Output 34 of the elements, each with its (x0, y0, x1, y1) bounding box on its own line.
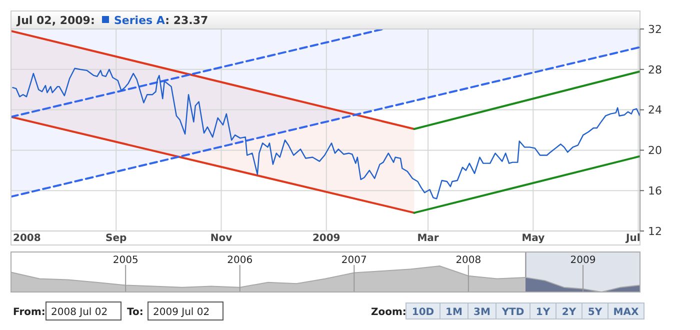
x-tick-label: Sep (106, 233, 127, 244)
legend-title: Jul 02, 2009: (16, 14, 95, 27)
x-tick-label: 2007 (341, 255, 367, 266)
zoom-button: YTD (496, 302, 530, 320)
x-tick-label: Mar (417, 233, 439, 244)
x-tick-label: 2008 (456, 255, 482, 266)
zoom-button: 10D (406, 302, 440, 320)
x-tick-label: 2005 (112, 255, 138, 266)
text: From: (13, 307, 46, 318)
y-tick-label: 24 (648, 104, 662, 117)
zoom-button: 1Y (530, 302, 556, 320)
zoom-button: 2Y (556, 302, 582, 320)
x-tick-label: 2009 (570, 255, 596, 266)
text: : 23.37 (165, 14, 208, 27)
y-tick-label: 16 (648, 184, 662, 198)
zoom-button: 5Y (582, 302, 608, 320)
zoom-button: MAX (608, 302, 644, 320)
y-tick-label: 20 (648, 144, 662, 158)
y-tick-label: 12 (648, 224, 662, 238)
zoom-button: 3M (468, 302, 496, 320)
x-tick-label: 2006 (227, 255, 253, 266)
to-date-field: 2009 Jul 02 (148, 302, 224, 320)
x-tick-label: Nov (210, 233, 233, 244)
zoom-button: 1M (440, 302, 468, 320)
text: To: (127, 307, 144, 318)
line-series (12, 68, 640, 200)
y-tick-label: 32 (648, 22, 662, 36)
x-tick-label: Jul (624, 233, 640, 244)
from-date-field: 2008 Jul 02 (46, 302, 122, 320)
y-tick-label: 28 (648, 63, 662, 76)
text: Zoom: (371, 307, 406, 318)
x-tick-label: May (522, 233, 546, 244)
x-tick-label: 2008 (13, 233, 41, 244)
x-tick-label: 2009 (312, 233, 340, 244)
